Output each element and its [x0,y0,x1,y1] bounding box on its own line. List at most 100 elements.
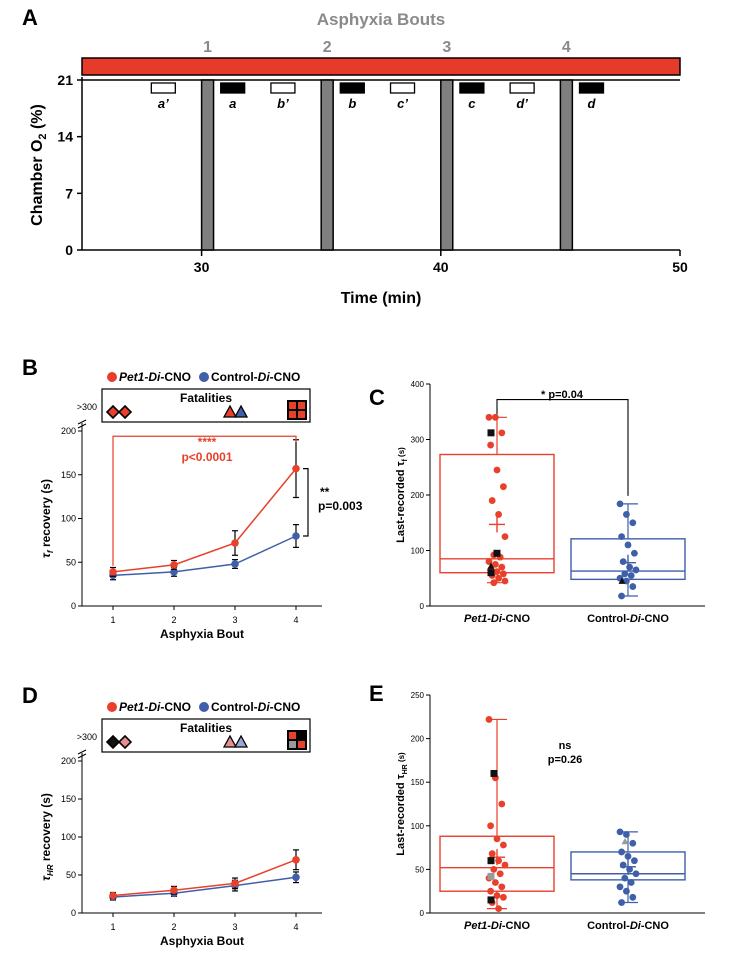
data-point [616,828,624,836]
data-point [109,568,117,576]
y-tick-label: 7 [65,185,73,201]
x-tick-label: 2 [171,922,176,932]
data-point [632,566,640,574]
y-axis-title: τf recovery (s) [39,479,55,558]
y-tick-label: 0 [71,601,76,611]
fatality-marker [618,577,626,584]
text-part: Control- [587,613,630,625]
fatality-square-marker [289,402,296,409]
data-point [618,848,625,856]
analysis-window [270,82,296,94]
fatality-marker [487,562,495,569]
data-point [616,883,624,891]
text-part: Control- [587,920,630,932]
bout-number-label: 2 [323,39,332,56]
text-part: Di [148,700,161,714]
data-point [624,541,632,549]
text-part: Chamber O [29,140,46,226]
fatality-square-marker [298,741,305,748]
p-value: p=0.26 [548,754,583,766]
data-point [490,866,498,873]
fatality-diamond-marker [117,734,133,750]
x-tick-label: 50 [672,259,688,275]
text-part: τ [39,552,53,558]
legend-marker-blue [199,372,209,382]
x-tick-label: 4 [293,922,298,932]
y-tick-label: 200 [411,735,425,744]
text-part: -CNO [641,920,670,932]
data-point [623,511,630,518]
data-point [493,466,501,474]
data-point [492,413,499,421]
text-part: -CNO [270,370,301,384]
legend-entry-pet1: Pet1-Di-CNO [119,700,191,714]
y-tick-label: 50 [66,557,76,567]
data-point [495,574,502,582]
category-label: Control-Di-CNO [587,613,669,625]
asphyxia-drop [440,79,454,251]
data-point [231,539,239,547]
y-tick-label: 300 [411,436,425,445]
x-tick-label: 3 [232,922,237,932]
x-tick-label: 40 [433,259,449,275]
analysis-window [509,82,535,94]
series-line [112,876,297,898]
data-point [619,861,627,869]
text-part: (s) [397,752,406,764]
fatality-square-marker [289,411,296,418]
data-point [231,560,239,568]
fatality-marker [487,896,495,904]
axis-break-mark [77,749,87,759]
fatality-square-marker [289,741,296,748]
y-tick-label: 100 [61,514,76,524]
panel-label: C [369,385,385,410]
text-part: Last-recorded τ [395,461,407,542]
y-tick-label: 100 [61,832,76,842]
window-label: d’ [516,96,528,111]
data-point [292,856,300,864]
data-point [500,841,507,849]
text-part: f [402,459,409,462]
fatality-triangle-marker [233,404,249,418]
data-point [627,572,635,579]
text-part: -CNO [502,920,531,932]
data-point [631,857,638,865]
y-axis-title: τHR recovery (s) [39,793,55,881]
analysis-window [150,82,176,94]
text-part: Di [630,613,642,625]
data-point [500,893,507,901]
data-point [498,563,506,571]
text-part: -CNO [641,613,670,625]
data-point [501,861,509,869]
y-tick-label: 250 [411,691,425,700]
text-part: Di [491,920,503,932]
data-point [493,568,501,575]
y-tick-label: 150 [411,778,425,787]
data-point [487,887,494,895]
data-point [487,822,494,830]
x-axis-title: Asphyxia Bout [160,934,244,948]
series-line [112,535,297,577]
p-value-red: p<0.0001 [181,450,232,464]
data-point [487,441,494,449]
data-point [631,549,638,557]
significance-stars-red: **** [198,435,217,449]
text-part: HR [46,864,55,876]
panel-label: D [22,683,38,708]
text-part: Pet1- [119,370,148,384]
y-tick-label: 14 [57,129,73,145]
fatality-diamond-marker [117,404,133,420]
analysis-window [459,82,485,94]
fatality-square-marker [289,732,296,739]
data-point [618,592,625,600]
data-point [501,577,509,585]
window-label: a [229,96,236,111]
y-tick-label: 0 [420,909,425,918]
window-label: c [468,96,476,111]
data-point [292,532,300,540]
oxygen-level-bar [81,57,681,76]
data-point [626,563,633,571]
fatality-triangle-marker [222,734,238,748]
x-axis-title: Time (min) [341,290,422,307]
